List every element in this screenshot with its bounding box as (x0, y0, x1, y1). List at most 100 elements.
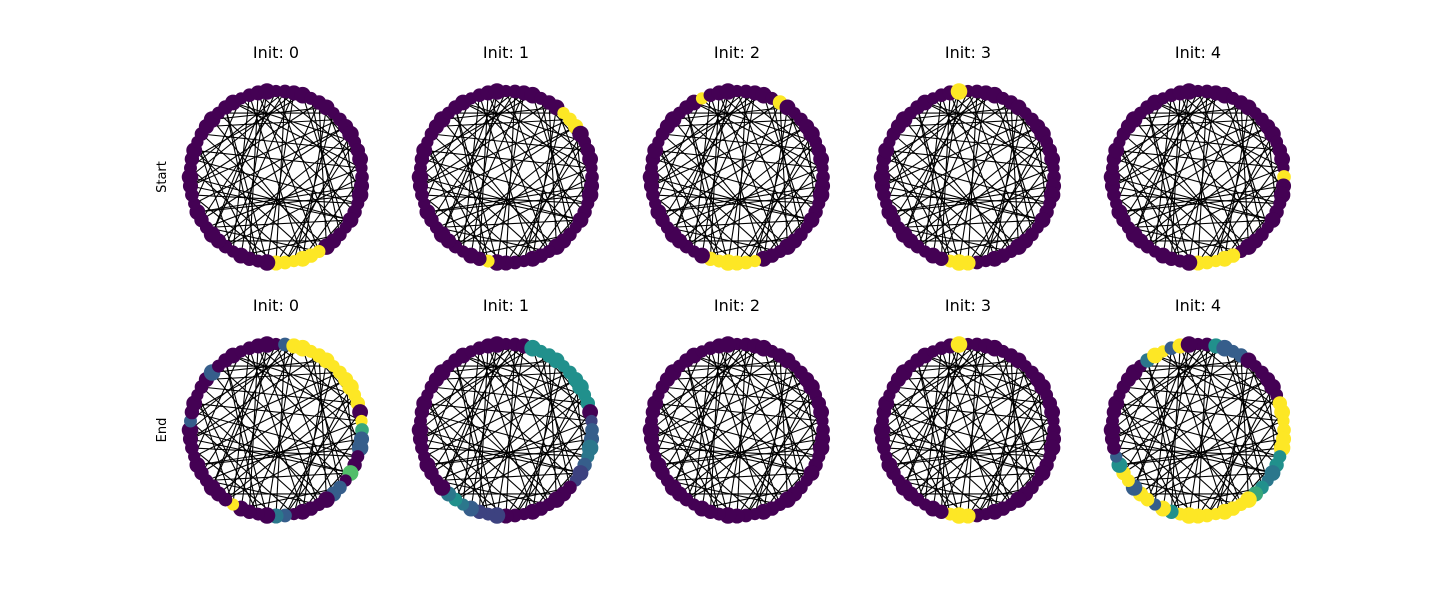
graph-edge (436, 479, 550, 506)
graph-edge (423, 379, 576, 458)
graph-edge (667, 479, 781, 506)
graph-edge (685, 92, 756, 247)
graph-edge (470, 91, 498, 256)
graph-edge (917, 429, 1055, 501)
graph-edge (487, 92, 550, 252)
graph-edge (218, 133, 351, 242)
graph-edge (420, 355, 550, 440)
graph-node (950, 83, 968, 100)
graph-node (719, 83, 737, 100)
graph-edge (736, 343, 796, 495)
graph-edge (882, 102, 1012, 187)
graph-edge (1206, 411, 1283, 516)
graph-edge (916, 345, 987, 500)
graph-edge (652, 447, 819, 458)
graph-edge (224, 92, 295, 247)
graph-edge (893, 379, 1038, 474)
graph-edge (275, 91, 286, 264)
graph-edge (1123, 126, 1268, 221)
graph-edge (940, 95, 996, 259)
graph-edge (886, 149, 1054, 169)
graph-edge (888, 394, 951, 515)
graph-edge (1224, 107, 1250, 259)
graph-edge (193, 126, 346, 205)
graph-edge (478, 102, 550, 260)
graph-edge (881, 345, 987, 431)
panel-title: Init: 0 (253, 43, 299, 62)
graph-edge (932, 91, 960, 256)
graph-edge (424, 402, 592, 422)
graph-edge (505, 90, 591, 160)
graph-edge (940, 102, 1012, 260)
panels: Init: 0 Init: 1 Init: 2 Init: 3 Init: 4 Init:… (181, 43, 1292, 524)
panel-start-init-4: Init: 4 (1103, 43, 1292, 271)
graph-edge (487, 345, 550, 505)
graph-edge (441, 119, 550, 252)
graph-edge (455, 429, 593, 501)
graph-edge (932, 344, 960, 509)
panel-title: Init: 3 (945, 296, 991, 315)
graph-edge (709, 102, 781, 260)
graph-edge (701, 98, 816, 213)
graph-edge (431, 133, 588, 151)
graph-edge (193, 379, 346, 458)
graph-node (719, 336, 737, 353)
graph-edge (1002, 98, 1033, 235)
graph-edge (1170, 95, 1226, 259)
panel-end-init-2: Init: 2 (642, 296, 831, 524)
graph-edge (420, 91, 516, 169)
graph-edge (1123, 133, 1249, 248)
row-label-end: End (155, 418, 170, 443)
graph-edge (940, 355, 1012, 513)
graph-edge (1179, 92, 1242, 252)
graph-edge (709, 348, 765, 512)
graph-edge (211, 90, 277, 235)
graph-edge (654, 379, 807, 458)
graph-edge (924, 355, 1054, 422)
graph-edge (310, 98, 341, 235)
graph-edge (431, 379, 576, 474)
graph-edge (548, 102, 558, 247)
graph-edge (201, 379, 346, 474)
graph-edge (1162, 98, 1277, 213)
panel-title: Init: 1 (483, 43, 529, 62)
graph-edge (470, 351, 585, 466)
graph-edge (651, 102, 781, 187)
graph-edge (1146, 107, 1181, 262)
graph-edge (763, 360, 789, 512)
graph-edge (932, 98, 1047, 213)
graph-edge (1128, 479, 1242, 506)
graph-edge (903, 90, 969, 235)
graph-edge (505, 343, 591, 413)
graph-edge (196, 141, 234, 252)
graph-edge (686, 141, 816, 248)
graph-edge (441, 90, 507, 235)
graph-edge (470, 344, 498, 509)
graph-edge (893, 386, 1050, 404)
graph-edge (1123, 379, 1268, 474)
graph-edge (917, 394, 1047, 501)
graph-edge (718, 92, 781, 252)
graph-edge (275, 343, 361, 413)
graph-edge (967, 343, 1027, 495)
graph-edge (201, 126, 346, 221)
panel-start-init-1: Init: 1 (411, 43, 600, 271)
graph-edge (888, 141, 926, 252)
graph-edge (248, 102, 320, 260)
graph-node (488, 83, 506, 100)
graph-edge (662, 133, 788, 248)
graph-edge (888, 394, 926, 505)
graph-edge (248, 95, 304, 259)
graph-edge (1115, 98, 1164, 204)
graph-edge (1118, 141, 1181, 262)
graph-edge (967, 90, 1027, 242)
graph-edge (225, 141, 355, 248)
graph-edge (190, 371, 341, 440)
graph-edge (976, 158, 1053, 263)
graph-edge (275, 343, 335, 495)
graph-edge (436, 472, 581, 482)
graph-edge (949, 345, 1012, 505)
graph-edge (916, 360, 951, 515)
panel-end-init-3: Init: 3 (873, 296, 1062, 524)
graph-edge (679, 133, 812, 242)
